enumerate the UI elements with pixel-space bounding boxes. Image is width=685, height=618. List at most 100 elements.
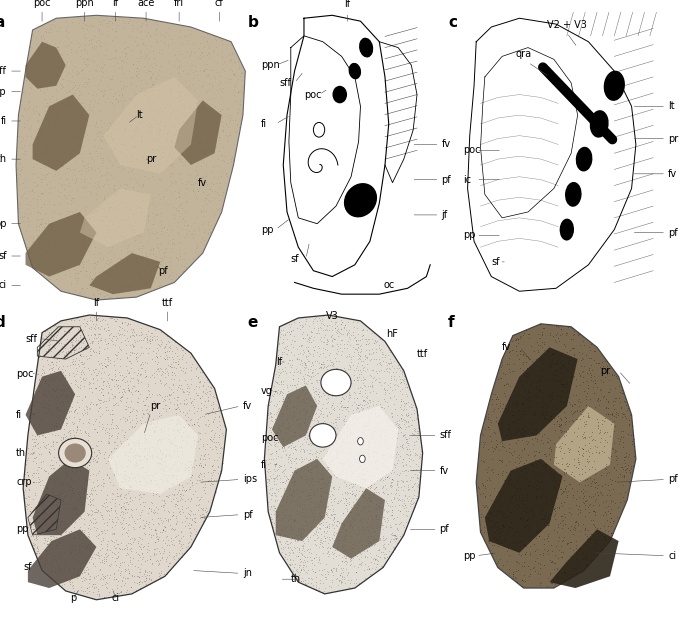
Point (154, 124, 165, 134)
Point (279, 442, 290, 452)
Point (566, 323, 577, 332)
Point (343, 349, 354, 358)
Point (185, 25, 196, 35)
Point (39, 326, 50, 336)
Point (53, 513, 64, 523)
Point (71, 204, 82, 214)
Point (312, 375, 323, 385)
Point (68, 419, 79, 429)
Point (111, 332, 122, 342)
Point (109, 315, 120, 324)
Point (284, 410, 295, 420)
Point (197, 138, 208, 148)
Point (156, 426, 167, 436)
Point (301, 485, 312, 495)
Point (341, 386, 352, 396)
Point (58, 455, 68, 465)
Point (120, 508, 131, 518)
Point (606, 369, 617, 379)
Point (199, 468, 210, 478)
Point (496, 362, 507, 372)
Point (190, 437, 201, 447)
Point (99, 89, 110, 99)
Point (182, 398, 193, 408)
Point (410, 449, 421, 459)
Point (150, 397, 161, 407)
Point (316, 436, 327, 446)
Point (326, 360, 337, 370)
Point (119, 498, 129, 508)
Point (540, 407, 551, 417)
Point (381, 427, 392, 437)
Point (152, 37, 163, 47)
Point (140, 443, 151, 453)
Point (127, 182, 138, 192)
Point (316, 359, 327, 369)
Point (193, 496, 204, 506)
Point (103, 438, 114, 448)
Point (393, 525, 404, 535)
Point (290, 403, 301, 413)
Point (295, 554, 306, 564)
Point (377, 561, 388, 571)
Point (97, 384, 108, 394)
Point (266, 385, 277, 395)
Point (43, 169, 54, 179)
Point (602, 427, 613, 437)
Point (515, 496, 526, 506)
Point (97, 419, 108, 429)
Point (283, 393, 294, 403)
Point (116, 392, 127, 402)
Point (80, 174, 91, 184)
Point (33, 108, 44, 118)
Point (192, 115, 203, 125)
Point (609, 447, 620, 457)
Point (518, 359, 529, 369)
Point (170, 484, 181, 494)
Point (175, 71, 186, 81)
Point (524, 332, 535, 342)
Point (538, 460, 549, 470)
Point (82, 541, 92, 551)
Point (79, 205, 90, 215)
Point (18, 216, 29, 226)
Point (288, 427, 299, 437)
Point (116, 557, 127, 567)
Point (365, 349, 376, 358)
Point (123, 439, 134, 449)
Point (300, 474, 311, 484)
Point (353, 407, 364, 417)
Point (75, 351, 86, 361)
Point (364, 541, 375, 551)
Point (387, 535, 398, 544)
Point (21, 514, 32, 524)
Point (88, 258, 99, 268)
Point (119, 433, 130, 442)
Point (128, 447, 139, 457)
Point (121, 333, 132, 343)
Point (112, 186, 123, 196)
Point (384, 364, 395, 374)
Point (356, 549, 366, 559)
Point (95, 171, 106, 181)
Point (591, 546, 602, 556)
Point (264, 449, 275, 459)
Point (28, 64, 39, 74)
Point (23, 531, 34, 541)
Point (142, 94, 153, 104)
Point (134, 46, 145, 56)
Point (215, 106, 226, 116)
Point (583, 502, 594, 512)
Point (614, 434, 625, 444)
Point (312, 428, 323, 438)
Point (155, 427, 166, 437)
Point (379, 439, 390, 449)
Point (199, 505, 210, 515)
Point (310, 413, 321, 423)
Point (312, 378, 323, 387)
Point (32, 206, 43, 216)
Point (336, 324, 347, 334)
Point (127, 438, 138, 447)
Point (84, 224, 95, 234)
Point (284, 554, 295, 564)
